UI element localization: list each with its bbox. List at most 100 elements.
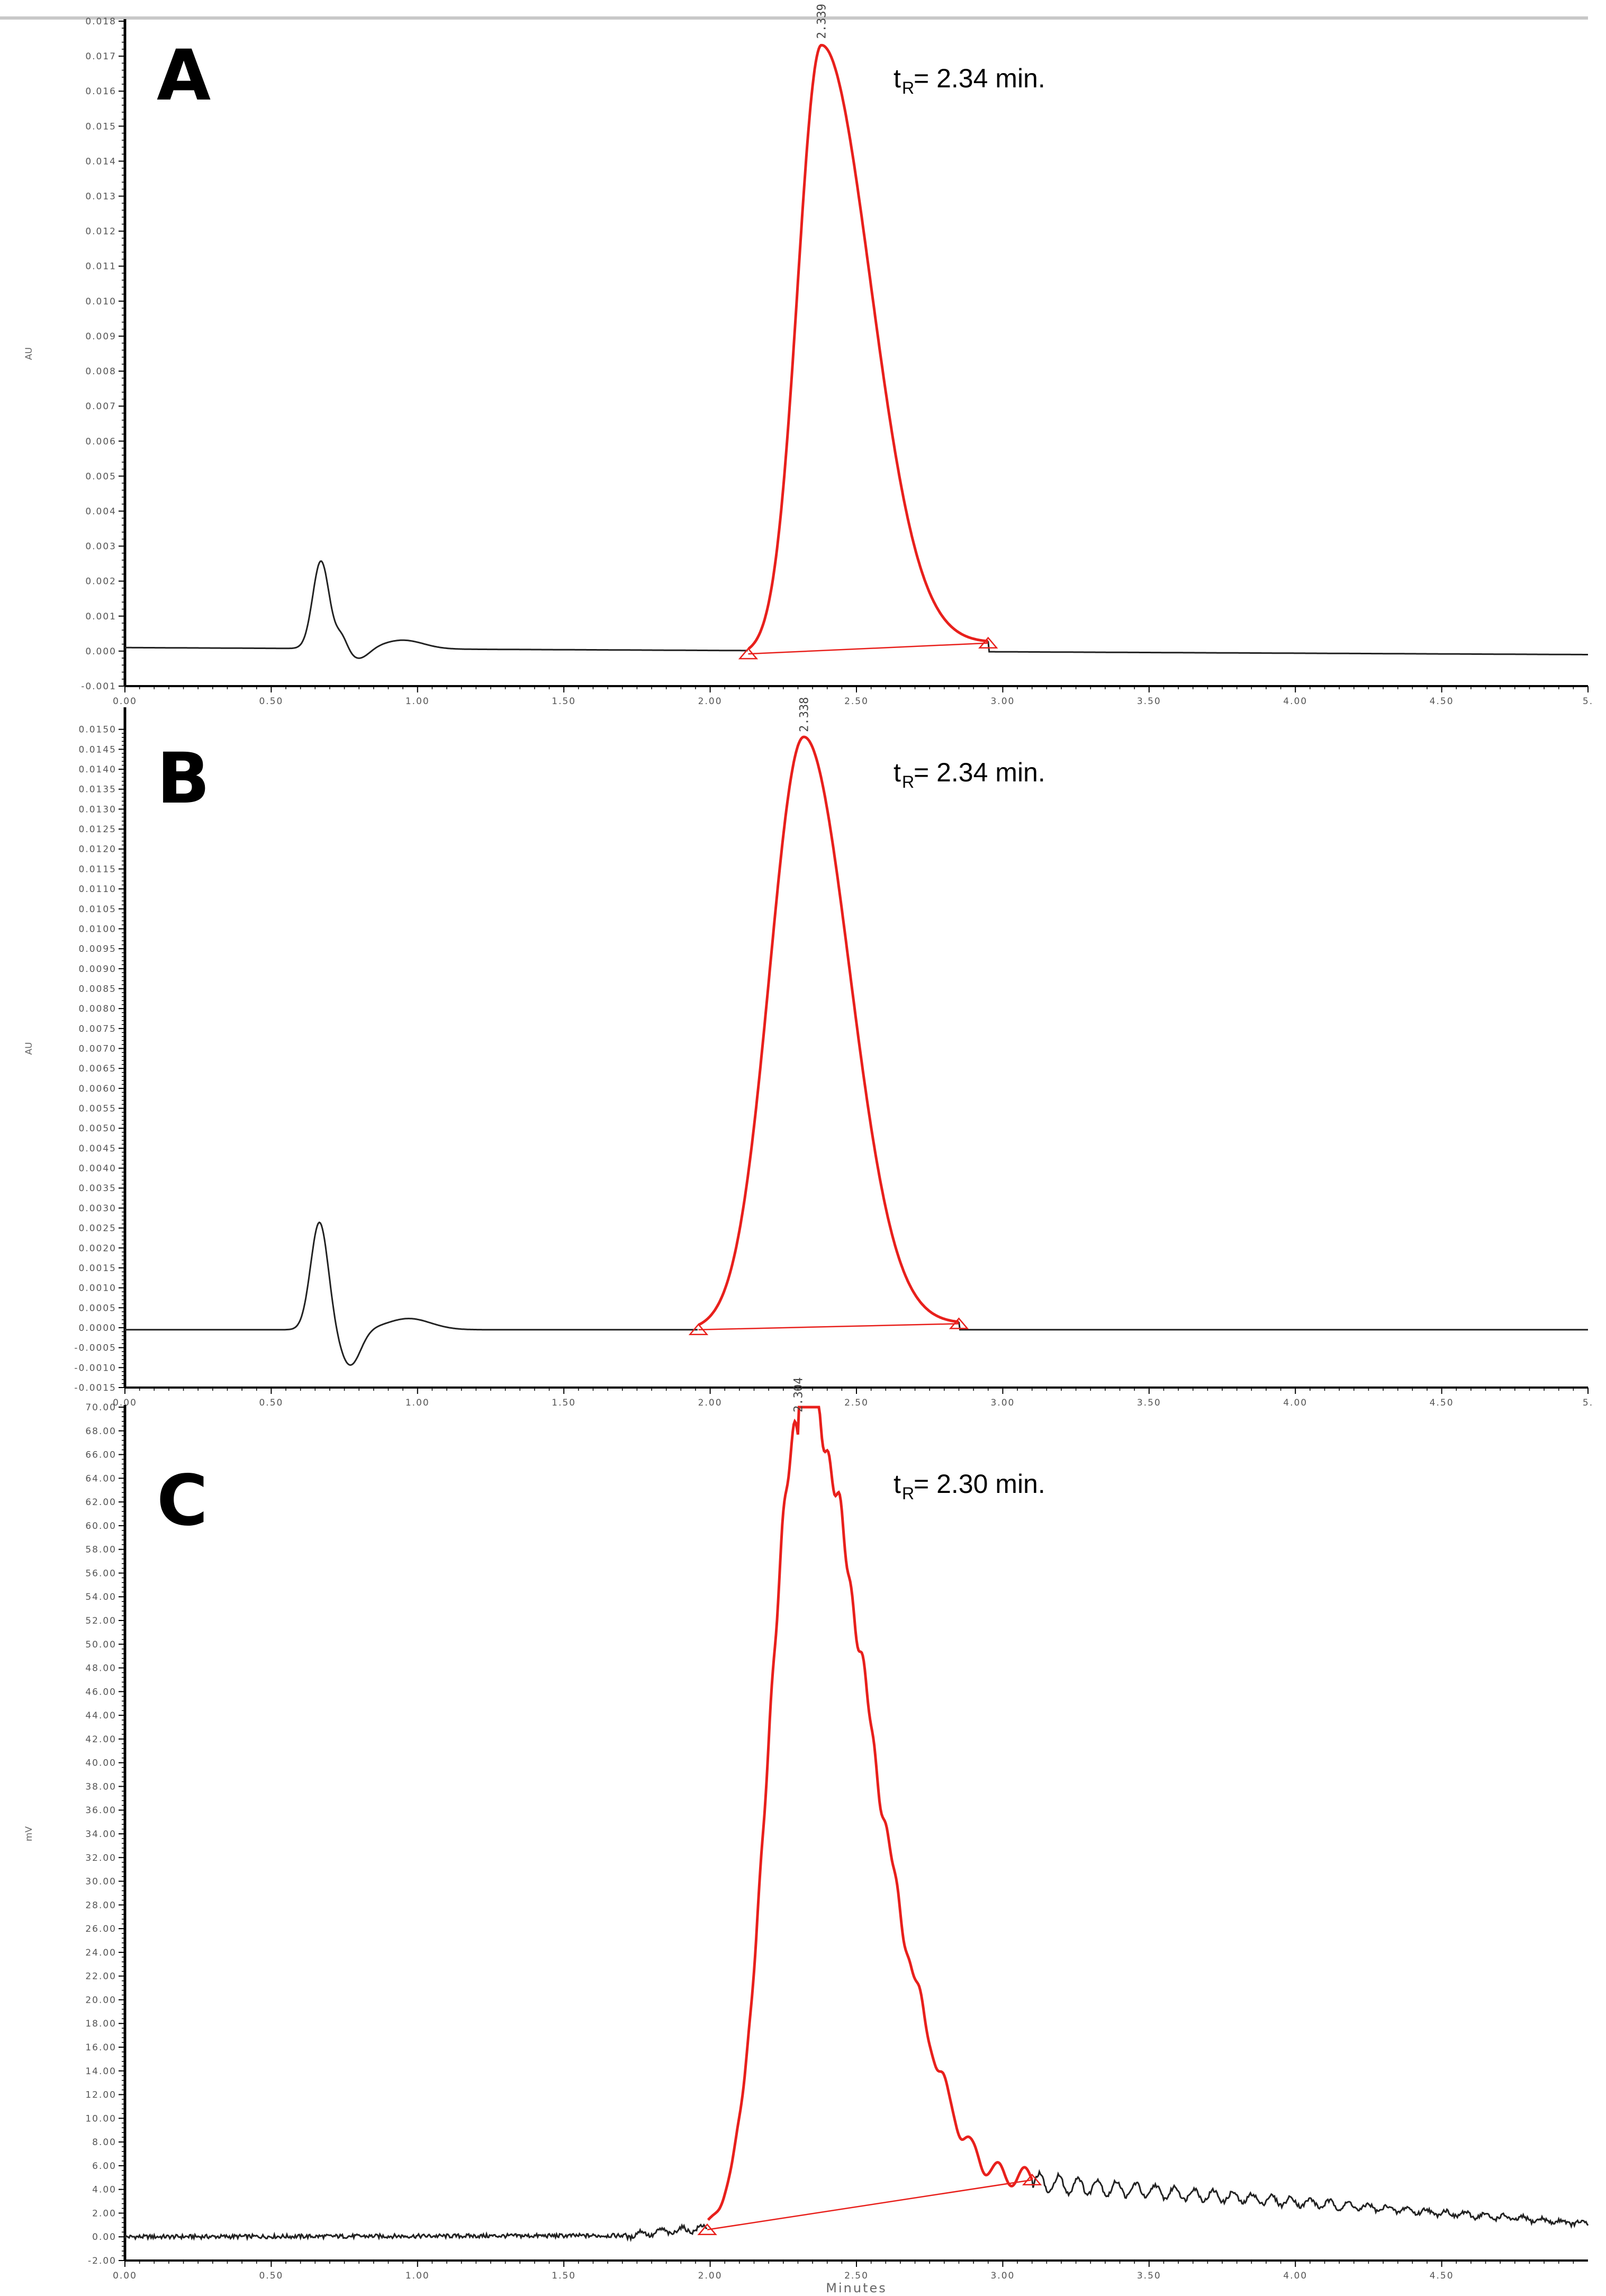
y-axis-title: AU: [24, 1042, 34, 1055]
y-tick-label: 0.004: [85, 506, 116, 517]
x-tick-label: 0.50: [259, 2271, 283, 2281]
y-tick-label: -2.00: [88, 2256, 116, 2266]
y-tick-label: 22.00: [85, 1971, 116, 1982]
x-tick-label: 2.50: [844, 696, 869, 707]
chart-panel-c: -2.00 0.00 2.00 4.00 6.00 8.00 10.00 12.00 14.00…: [24, 1377, 1589, 2295]
y-tick-label: 0.003: [85, 542, 116, 552]
y-tick-label: 0.0005: [79, 1303, 116, 1313]
y-tick-label: 66.00: [85, 1450, 116, 1461]
y-tick-label: 0.006: [85, 436, 116, 447]
y-tick-label: -0.0010: [74, 1363, 116, 1373]
y-tick-label: 0.011: [85, 262, 116, 272]
x-tick-label: 3.50: [1137, 1398, 1161, 1408]
y-tick-label: 0.0130: [79, 804, 116, 815]
retention-time-symbol: t: [894, 64, 901, 93]
panel-label: A: [157, 35, 211, 116]
y-tick-label: 14.00: [85, 2066, 116, 2077]
y-tick-label: 0.0010: [79, 1283, 116, 1294]
y-tick-label: -0.0005: [74, 1343, 116, 1354]
peak-trace: [707, 1406, 1033, 2221]
x-tick-label: 0.50: [259, 1398, 283, 1408]
x-tick-label: 0.00: [113, 1398, 137, 1408]
y-tick-label: 0.010: [85, 296, 116, 307]
x-tick-label: 3.50: [1137, 2271, 1161, 2281]
peak-rt-label: 2.339: [816, 4, 829, 39]
y-tick-label: 0.0015: [79, 1263, 116, 1274]
x-tick-label: 0.50: [259, 696, 283, 707]
trace-line: [125, 560, 1588, 659]
y-tick-label: 0.012: [85, 227, 116, 237]
x-tick-label: 5.: [1583, 1398, 1593, 1408]
y-tick-label: 18.00: [85, 2019, 116, 2029]
x-tick-label: 3.50: [1137, 696, 1161, 707]
y-tick-label: 0.0150: [79, 725, 116, 735]
x-tick-label: 2.50: [844, 2271, 869, 2281]
y-tick-label: 0.0095: [79, 944, 116, 955]
x-tick-label: 1.00: [405, 2271, 430, 2281]
y-tick-label: 2.00: [92, 2208, 116, 2219]
retention-time-subscript: R: [902, 1484, 914, 1503]
peak-trace: [748, 43, 989, 650]
y-tick-label: 44.00: [85, 1710, 116, 1721]
y-tick-label: 0.0025: [79, 1223, 116, 1234]
chart-panel-a: -0.001 0.000 0.001 0.002 0.003 0.004 0.005 0.00…: [24, 4, 1592, 707]
y-tick-label: 0.0035: [79, 1183, 116, 1194]
y-tick-label: 0.0135: [79, 785, 116, 795]
peak-end-marker: [978, 636, 998, 649]
y-tick-label: 0.0120: [79, 844, 116, 855]
x-tick-label: 2.00: [698, 1398, 723, 1408]
chart-panel-b: -0.0015 -0.0010 -0.0005 0.0000 0.0005 0.0010 0…: [24, 697, 1593, 1408]
y-tick-label: 0.0055: [79, 1104, 116, 1114]
y-tick-label: 20.00: [85, 1995, 116, 2005]
y-tick-label: 0.008: [85, 366, 116, 377]
y-tick-label: 38.00: [85, 1781, 116, 1792]
y-tick-label: 0.017: [85, 51, 116, 62]
y-tick-label: 16.00: [85, 2042, 116, 2053]
y-axis-title: mV: [24, 1826, 34, 1842]
y-tick-label: 0.009: [85, 331, 116, 342]
retention-time-symbol: t: [894, 1469, 901, 1499]
y-tick-label: 0.0090: [79, 964, 116, 975]
x-tick-label: 4.00: [1283, 1398, 1307, 1408]
y-tick-label: 12.00: [85, 2090, 116, 2101]
peak-rt-label: 2.304: [792, 1377, 805, 1412]
x-tick-label: 4.50: [1430, 2271, 1454, 2281]
y-tick-label: 30.00: [85, 1877, 116, 1887]
trace-line: [125, 1221, 1588, 1366]
x-tick-label: 4.50: [1430, 696, 1454, 707]
y-tick-label: 4.00: [92, 2185, 116, 2195]
y-tick-label: 0.0045: [79, 1144, 116, 1154]
y-tick-label: 0.0110: [79, 884, 116, 895]
y-tick-label: 0.0075: [79, 1024, 116, 1034]
trace-line: [124, 2169, 1589, 2243]
x-tick-label: 3.00: [990, 2271, 1015, 2281]
x-tick-label: 1.50: [552, 696, 576, 707]
y-tick-label: 0.0100: [79, 924, 116, 934]
y-tick-label: -0.0015: [74, 1383, 116, 1393]
y-tick-label: 48.00: [85, 1663, 116, 1674]
y-tick-label: 58.00: [85, 1545, 116, 1555]
retention-time-subscript: R: [902, 78, 914, 97]
y-tick-label: 26.00: [85, 1924, 116, 1934]
y-tick-label: 60.00: [85, 1521, 116, 1532]
retention-time-value: = 2.34 min.: [914, 758, 1045, 787]
peak-start-marker: [738, 647, 759, 660]
y-tick-label: -0.001: [81, 681, 116, 692]
y-tick-label: 32.00: [85, 1853, 116, 1863]
x-tick-label: 4.00: [1283, 696, 1307, 707]
y-tick-label: 0.015: [85, 121, 116, 132]
y-tick-label: 36.00: [85, 1805, 116, 1816]
y-tick-label: 56.00: [85, 1568, 116, 1579]
x-tick-label: 4.00: [1283, 2271, 1307, 2281]
retention-time-value: = 2.30 min.: [914, 1469, 1045, 1499]
y-tick-label: 54.00: [85, 1592, 116, 1602]
panel-label: C: [157, 1460, 208, 1542]
y-tick-label: 0.018: [85, 16, 116, 27]
x-tick-label: 0.00: [113, 696, 137, 707]
y-tick-label: 0.0145: [79, 744, 116, 755]
y-tick-label: 0.0080: [79, 1004, 116, 1014]
y-tick-label: 0.0000: [79, 1323, 116, 1334]
y-tick-label: 0.001: [85, 611, 116, 622]
integration-baseline: [698, 1323, 959, 1330]
y-tick-label: 46.00: [85, 1687, 116, 1697]
